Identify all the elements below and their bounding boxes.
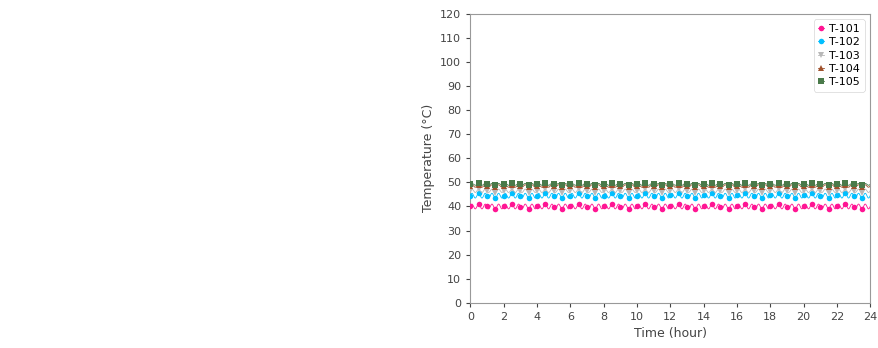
T-103: [464, 189, 475, 193]
T-103: [744, 190, 754, 194]
T-102: [466, 191, 477, 195]
T-101: [795, 205, 805, 209]
T-103: [795, 189, 805, 193]
Line: T-104: T-104: [467, 182, 872, 190]
T-102: [864, 193, 874, 198]
T-103: [744, 190, 754, 194]
T-102: [862, 196, 873, 200]
T-102: [591, 193, 601, 197]
T-104: [591, 184, 601, 188]
T-104: [765, 183, 775, 188]
T-101: [717, 204, 728, 208]
Line: T-101: T-101: [467, 201, 872, 212]
T-104: [744, 185, 754, 189]
T-101: [591, 204, 601, 208]
Line: T-103: T-103: [467, 187, 872, 195]
T-101: [464, 204, 475, 208]
T-102: [795, 194, 805, 198]
T-101: [744, 206, 754, 210]
T-103: [765, 188, 775, 192]
T-101: [864, 204, 874, 208]
Line: T-102: T-102: [467, 190, 872, 201]
T-105: [464, 182, 475, 187]
T-101: [466, 202, 477, 206]
T-102: [464, 193, 475, 198]
T-105: [795, 182, 805, 187]
Y-axis label: Temperature (°C): Temperature (°C): [421, 104, 434, 213]
T-102: [744, 195, 754, 199]
T-105: [864, 182, 874, 187]
T-105: [765, 182, 775, 186]
T-101: [765, 203, 775, 207]
T-105: [862, 183, 873, 187]
T-103: [862, 190, 873, 195]
T-105: [466, 181, 477, 185]
T-105: [744, 183, 754, 187]
T-104: [795, 184, 805, 188]
Legend: T-101, T-102, T-103, T-104, T-105: T-101, T-102, T-103, T-104, T-105: [813, 19, 864, 92]
T-103: [466, 187, 477, 191]
T-102: [717, 193, 728, 197]
T-104: [466, 183, 477, 187]
Line: T-105: T-105: [467, 181, 872, 188]
T-103: [864, 189, 874, 193]
T-105: [744, 183, 754, 187]
T-104: [464, 184, 475, 188]
T-102: [744, 195, 754, 199]
T-101: [744, 206, 754, 210]
T-104: [862, 185, 873, 189]
T-104: [864, 184, 874, 188]
T-105: [591, 182, 601, 186]
X-axis label: Time (hour): Time (hour): [633, 327, 706, 340]
T-103: [717, 188, 728, 192]
T-102: [765, 192, 775, 197]
T-101: [862, 207, 873, 211]
T-103: [591, 188, 601, 192]
T-105: [717, 182, 728, 186]
T-104: [744, 185, 754, 189]
T-104: [717, 184, 728, 188]
